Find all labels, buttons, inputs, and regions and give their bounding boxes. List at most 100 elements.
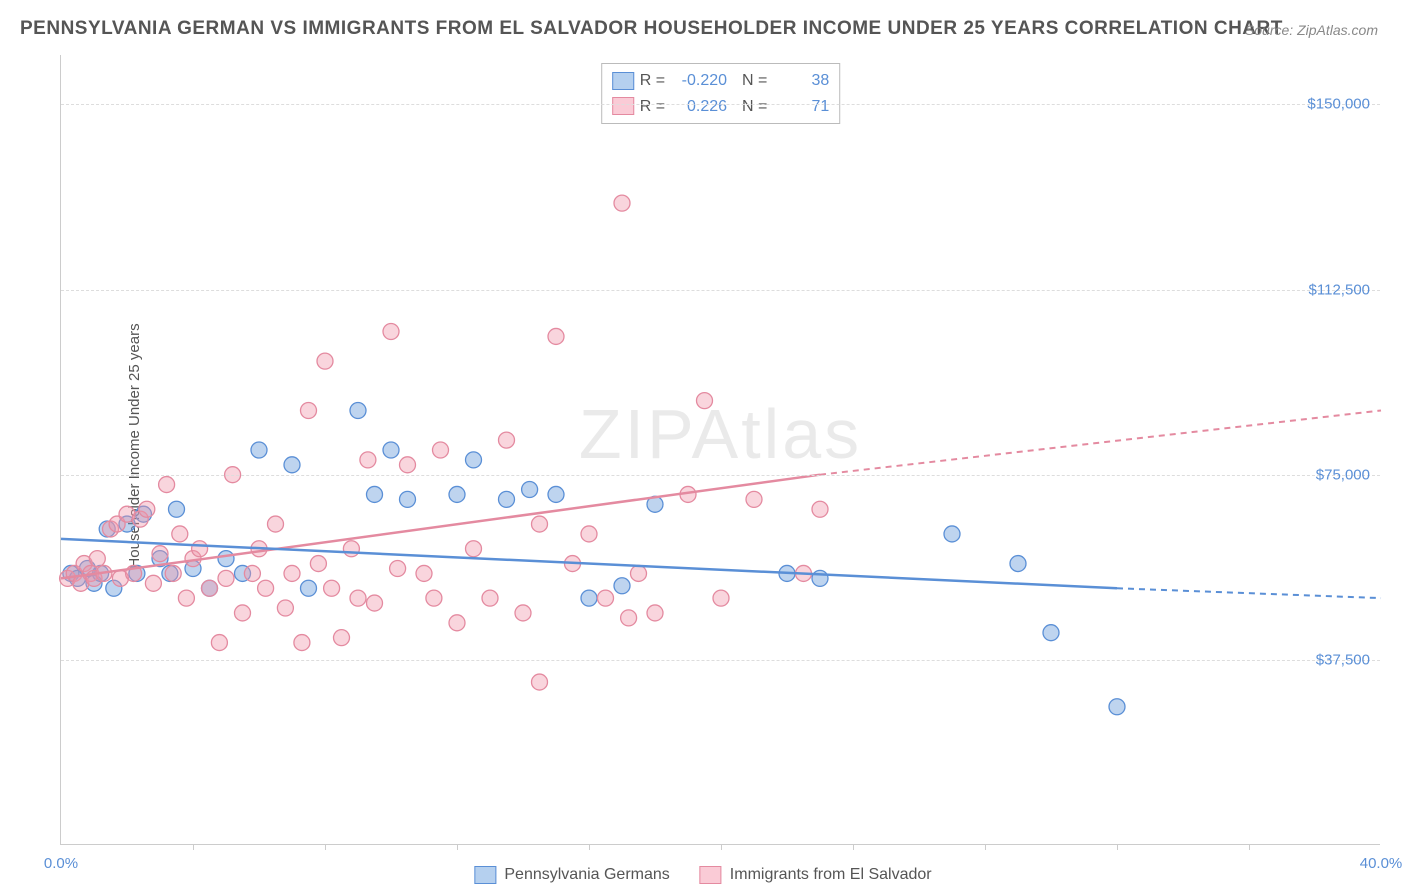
scatter-point: [548, 486, 564, 502]
scatter-point: [169, 501, 185, 517]
y-tick-label: $75,000: [1316, 466, 1370, 483]
scatter-point: [499, 432, 515, 448]
gridline: [61, 290, 1380, 291]
scatter-point: [324, 580, 340, 596]
scatter-point: [350, 403, 366, 419]
plot-area: ZIPAtlas R = -0.220 N = 38 R = 0.226 N =…: [60, 55, 1380, 845]
scatter-point: [301, 580, 317, 596]
chart-title: PENNSYLVANIA GERMAN VS IMMIGRANTS FROM E…: [20, 18, 1283, 40]
scatter-point: [466, 541, 482, 557]
x-tick: [985, 844, 986, 850]
scatter-point: [152, 546, 168, 562]
x-tick: [325, 844, 326, 850]
scatter-point: [383, 324, 399, 340]
trend-line-dashed: [1117, 588, 1381, 598]
scatter-point: [172, 526, 188, 542]
scatter-point: [426, 590, 442, 606]
scatter-point: [812, 570, 828, 586]
trend-line-dashed: [820, 411, 1381, 475]
scatter-point: [532, 674, 548, 690]
scatter-point: [522, 482, 538, 498]
scatter-point: [499, 491, 515, 507]
scatter-point: [1109, 699, 1125, 715]
scatter-point: [548, 328, 564, 344]
scatter-point: [310, 556, 326, 572]
scatter-point: [614, 578, 630, 594]
scatter-point: [277, 600, 293, 616]
scatter-point: [244, 565, 260, 581]
trend-line: [61, 475, 820, 579]
scatter-point: [284, 565, 300, 581]
x-tick: [721, 844, 722, 850]
scatter-point: [367, 486, 383, 502]
scatter-point: [581, 590, 597, 606]
scatter-point: [416, 565, 432, 581]
scatter-point: [350, 590, 366, 606]
scatter-point: [647, 605, 663, 621]
scatter-point: [145, 575, 161, 591]
x-tick: [589, 844, 590, 850]
x-tick: [853, 844, 854, 850]
scatter-point: [89, 551, 105, 567]
scatter-point: [581, 526, 597, 542]
scatter-point: [294, 635, 310, 651]
scatter-point: [400, 457, 416, 473]
scatter-point: [812, 501, 828, 517]
x-tick-label: 40.0%: [1360, 855, 1403, 872]
scatter-point: [383, 442, 399, 458]
x-tick: [1117, 844, 1118, 850]
legend-label-pink: Immigrants from El Salvador: [730, 866, 932, 884]
chart-container: PENNSYLVANIA GERMAN VS IMMIGRANTS FROM E…: [0, 0, 1406, 892]
scatter-point: [165, 565, 181, 581]
scatter-point: [211, 635, 227, 651]
scatter-point: [482, 590, 498, 606]
scatter-point: [697, 393, 713, 409]
legend-label-blue: Pennsylvania Germans: [504, 866, 669, 884]
scatter-point: [598, 590, 614, 606]
scatter-point: [192, 541, 208, 557]
x-tick-label: 0.0%: [44, 855, 78, 872]
x-tick: [193, 844, 194, 850]
scatter-point: [746, 491, 762, 507]
y-tick-label: $37,500: [1316, 651, 1370, 668]
scatter-point: [713, 590, 729, 606]
scatter-point: [202, 580, 218, 596]
legend-item-pink: Immigrants from El Salvador: [700, 866, 932, 884]
legend-swatch-pink-icon: [700, 866, 722, 884]
scatter-point: [532, 516, 548, 532]
scatter-point: [360, 452, 376, 468]
y-tick-label: $112,500: [1309, 281, 1370, 298]
bottom-legend: Pennsylvania Germans Immigrants from El …: [474, 866, 931, 884]
scatter-point: [317, 353, 333, 369]
scatter-point: [218, 551, 234, 567]
scatter-point: [1043, 625, 1059, 641]
scatter-point: [251, 442, 267, 458]
scatter-point: [515, 605, 531, 621]
scatter-point: [218, 570, 234, 586]
scatter-point: [1010, 556, 1026, 572]
scatter-point: [235, 605, 251, 621]
gridline: [61, 104, 1380, 105]
scatter-point: [159, 477, 175, 493]
scatter-point: [614, 195, 630, 211]
scatter-point: [449, 486, 465, 502]
legend-swatch-blue-icon: [474, 866, 496, 884]
scatter-point: [433, 442, 449, 458]
scatter-point: [631, 565, 647, 581]
scatter-point: [334, 630, 350, 646]
scatter-point: [343, 541, 359, 557]
gridline: [61, 660, 1380, 661]
scatter-point: [301, 403, 317, 419]
x-tick: [457, 844, 458, 850]
legend-item-blue: Pennsylvania Germans: [474, 866, 669, 884]
scatter-point: [466, 452, 482, 468]
scatter-point: [449, 615, 465, 631]
scatter-point: [944, 526, 960, 542]
scatter-point: [400, 491, 416, 507]
scatter-point: [367, 595, 383, 611]
source-attribution: Source: ZipAtlas.com: [1245, 22, 1378, 38]
scatter-point: [178, 590, 194, 606]
scatter-point: [284, 457, 300, 473]
scatter-svg: [61, 55, 1380, 844]
scatter-point: [258, 580, 274, 596]
